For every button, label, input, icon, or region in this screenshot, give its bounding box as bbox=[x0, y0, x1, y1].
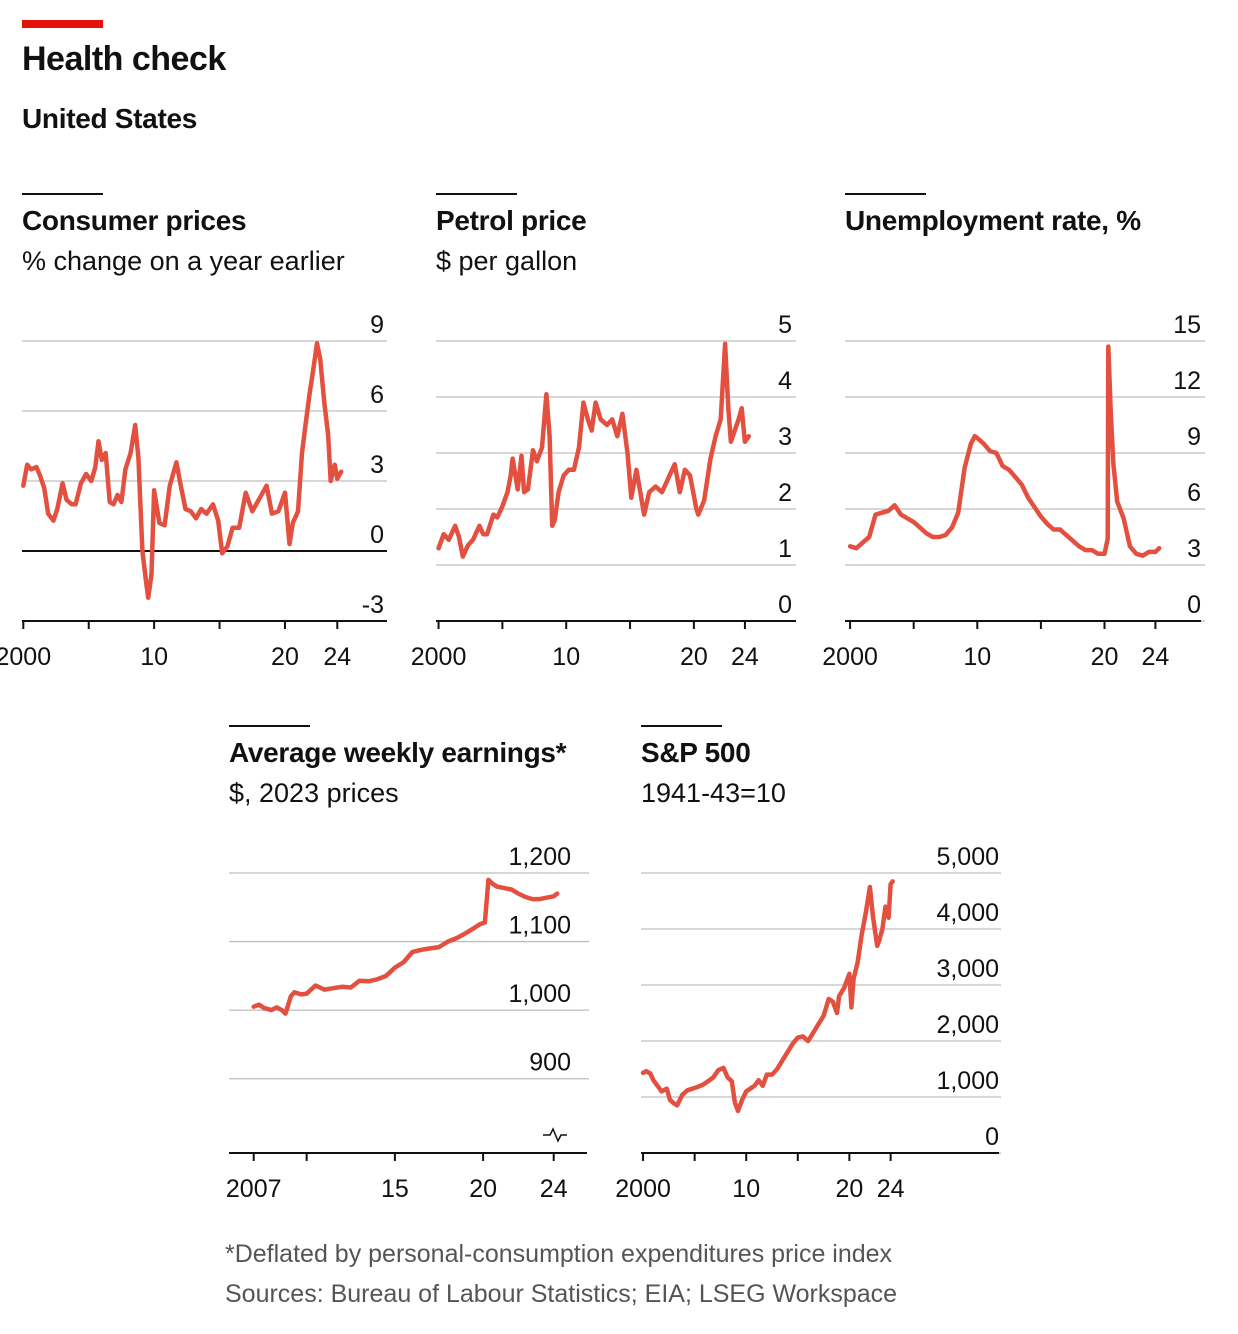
y-tick-label: 1,000 bbox=[936, 1067, 999, 1095]
chart-title: Petrol price bbox=[436, 205, 587, 236]
x-tick-label: 24 bbox=[323, 643, 351, 671]
y-tick-label: 1 bbox=[778, 535, 792, 563]
chart-title-rule bbox=[229, 725, 310, 727]
chart-petrol-price: Petrol price $ per gallon 5 4 3 2 1 0 2000 10 20… bbox=[411, 193, 796, 693]
x-tick-label: 10 bbox=[552, 643, 580, 671]
x-tick-label: 10 bbox=[732, 1175, 760, 1203]
y-tick-label: 4,000 bbox=[936, 899, 999, 927]
page-subtitle: United States bbox=[22, 103, 198, 134]
x-tick-label: 20 bbox=[1091, 643, 1119, 671]
chart-subtitle: $, 2023 prices bbox=[229, 778, 399, 808]
chart-svg: 9 6 3 0 -3 2000 10 20 24 bbox=[0, 311, 387, 671]
chart-subtitle: % change on a year earlier bbox=[22, 246, 345, 276]
chart-average-weekly-earnings: Average weekly earnings* $, 2023 prices … bbox=[226, 725, 589, 1225]
y-tick-label: 0 bbox=[778, 591, 792, 619]
brand-accent-bar bbox=[22, 20, 103, 28]
x-tick-label: 2000 bbox=[0, 643, 51, 671]
chart-unemployment-rate: Unemployment rate, % 15 12 9 6 3 0 2000 10 20 24 bbox=[822, 193, 1205, 693]
y-tick-label: 3,000 bbox=[936, 955, 999, 983]
chart-svg: 1,200 1,100 1,000 900 2007 15 20 24 bbox=[226, 843, 589, 1203]
x-tick-label: 24 bbox=[540, 1175, 568, 1203]
chart-title: Unemployment rate, % bbox=[845, 205, 1141, 236]
page-title: Health check bbox=[22, 40, 226, 78]
y-tick-label: 1,100 bbox=[508, 912, 571, 940]
y-tick-label: 2 bbox=[778, 479, 792, 507]
x-tick-label: 2000 bbox=[411, 643, 467, 671]
x-tick-label: 24 bbox=[731, 643, 759, 671]
axis-break-icon bbox=[543, 1127, 567, 1143]
y-tick-label: 2,000 bbox=[936, 1011, 999, 1039]
series-line bbox=[251, 877, 560, 1016]
y-tick-label: 0 bbox=[370, 521, 384, 549]
chart-subtitle: $ per gallon bbox=[436, 246, 578, 276]
y-tick-label: -3 bbox=[362, 591, 384, 619]
x-tick-label: 10 bbox=[140, 643, 168, 671]
chart-title-rule bbox=[641, 725, 722, 727]
x-tick-label: 20 bbox=[680, 643, 708, 671]
x-tick-label: 24 bbox=[877, 1175, 905, 1203]
chart-title: S&P 500 bbox=[641, 737, 751, 768]
y-tick-label: 5 bbox=[778, 311, 792, 339]
y-tick-label: 6 bbox=[1187, 479, 1201, 507]
y-tick-label: 4 bbox=[778, 367, 792, 395]
x-tick-label: 20 bbox=[469, 1175, 497, 1203]
y-tick-label: 3 bbox=[778, 423, 792, 451]
footnote: *Deflated by personal-consumption expend… bbox=[225, 1240, 893, 1268]
chart-title-rule bbox=[436, 193, 517, 195]
y-tick-label: 0 bbox=[1187, 591, 1201, 619]
x-tick-label: 20 bbox=[835, 1175, 863, 1203]
chart-title: Consumer prices bbox=[22, 205, 247, 236]
series-line bbox=[436, 341, 752, 559]
y-tick-label: 6 bbox=[370, 381, 384, 409]
x-tick-label: 20 bbox=[271, 643, 299, 671]
x-tick-label: 2000 bbox=[822, 643, 878, 671]
y-tick-label: 0 bbox=[985, 1123, 999, 1151]
chart-sp500: S&P 500 1941-43=10 5,000 4,000 3,000 2,000 1… bbox=[615, 725, 1001, 1225]
y-tick-label: 15 bbox=[1173, 311, 1201, 339]
x-tick-label: 2007 bbox=[226, 1175, 282, 1203]
series-line bbox=[847, 344, 1162, 558]
x-tick-label: 2000 bbox=[615, 1175, 671, 1203]
chart-title-rule bbox=[22, 193, 103, 195]
chart-title: Average weekly earnings* bbox=[229, 737, 567, 768]
series-line bbox=[640, 879, 895, 1114]
chart-title-rule bbox=[845, 193, 926, 195]
y-tick-label: 1,200 bbox=[508, 843, 571, 871]
y-tick-label: 1,000 bbox=[508, 980, 571, 1008]
chart-svg: 15 12 9 6 3 0 2000 10 20 24 bbox=[822, 311, 1205, 671]
x-tick-label: 10 bbox=[963, 643, 991, 671]
y-tick-label: 3 bbox=[370, 451, 384, 479]
chart-svg: 5,000 4,000 3,000 2,000 1,000 0 2000 10 20 24 bbox=[615, 843, 1001, 1203]
y-tick-label: 5,000 bbox=[936, 843, 999, 871]
y-tick-label: 3 bbox=[1187, 535, 1201, 563]
series-line bbox=[21, 341, 344, 600]
y-tick-label: 12 bbox=[1173, 367, 1201, 395]
y-tick-label: 9 bbox=[1187, 423, 1201, 451]
chart-consumer-prices: Consumer prices % change on a year earli… bbox=[0, 193, 387, 693]
x-tick-label: 15 bbox=[381, 1175, 409, 1203]
source-note: Sources: Bureau of Labour Statistics; EI… bbox=[225, 1280, 898, 1308]
x-tick-label: 24 bbox=[1141, 643, 1169, 671]
chart-subtitle: 1941-43=10 bbox=[641, 778, 786, 808]
y-tick-label: 900 bbox=[529, 1049, 571, 1077]
y-tick-label: 9 bbox=[370, 311, 384, 339]
